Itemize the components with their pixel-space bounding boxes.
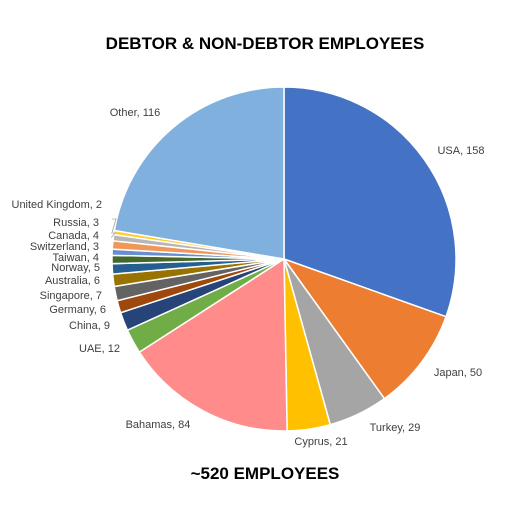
slice-label-other: Other, 116	[110, 107, 161, 119]
pie-slice-japan	[281, 257, 447, 400]
slice-label-uae: UAE, 12	[79, 343, 120, 355]
slice-label-singapore: Singapore, 7	[40, 290, 102, 302]
slice-label-turkey: Turkey, 29	[370, 422, 421, 434]
slice-label-canada: Canada, 4	[48, 230, 99, 242]
slice-label-bahamas: Bahamas, 84	[126, 419, 191, 431]
slice-label-usa: USA, 158	[437, 145, 484, 157]
pie-slices	[111, 86, 457, 432]
slice-label-norway: Norway, 5	[51, 262, 100, 274]
pie-labels: USA, 158 Japan, 50 Turkey, 29 Cyprus, 21 Bah…	[12, 107, 485, 448]
slice-label-cyprus: Cyprus, 21	[294, 436, 347, 448]
leader-line-russia	[110, 232, 116, 238]
pie-slice-usa	[283, 86, 457, 318]
slice-label-switzerland: Switzerland, 3	[30, 241, 99, 253]
slice-label-japan: Japan, 50	[434, 367, 482, 379]
chart-footer: ~520 EMPLOYEES	[190, 464, 340, 483]
leader-line-united-kingdom	[111, 218, 117, 233]
slice-label-china: China, 9	[69, 320, 110, 332]
pie-slice-other	[113, 86, 285, 260]
slice-label-australia: Australia, 6	[45, 275, 100, 287]
slice-label-united-kingdom: United Kingdom, 2	[12, 199, 103, 211]
slice-label-russia: Russia, 3	[53, 217, 99, 229]
pie-slice-bahamas	[138, 257, 288, 432]
slice-label-germany: Germany, 6	[49, 304, 106, 316]
slice-label-taiwan: Taiwan, 4	[53, 252, 99, 264]
chart-title: DEBTOR & NON-DEBTOR EMPLOYEES	[105, 34, 425, 53]
